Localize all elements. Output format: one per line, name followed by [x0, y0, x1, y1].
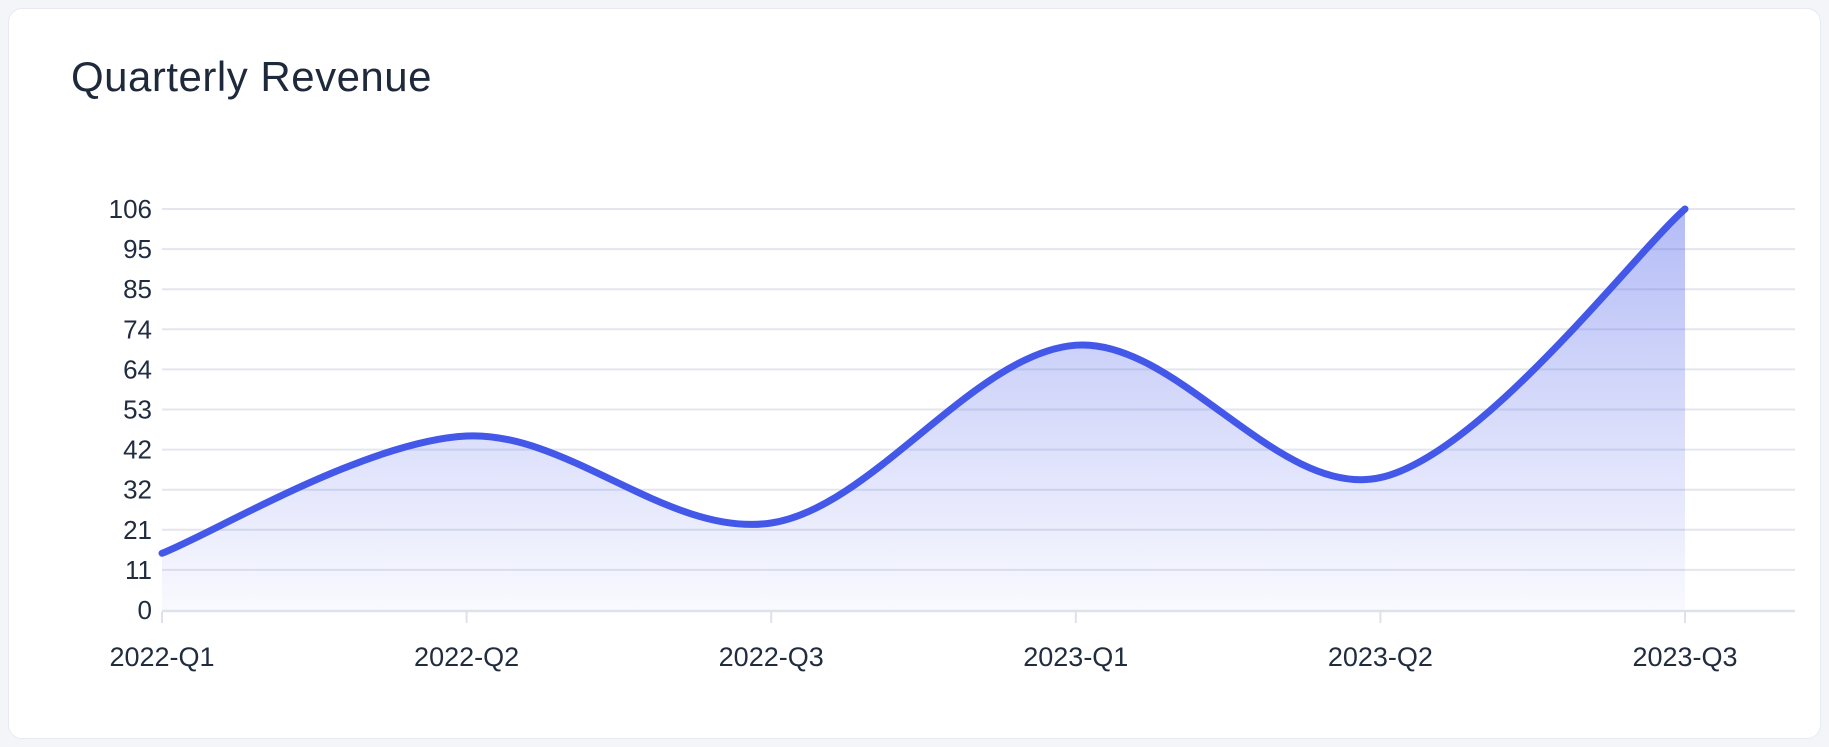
- chart-card: Quarterly Revenue: [8, 8, 1821, 739]
- chart-title: Quarterly Revenue: [71, 53, 433, 100]
